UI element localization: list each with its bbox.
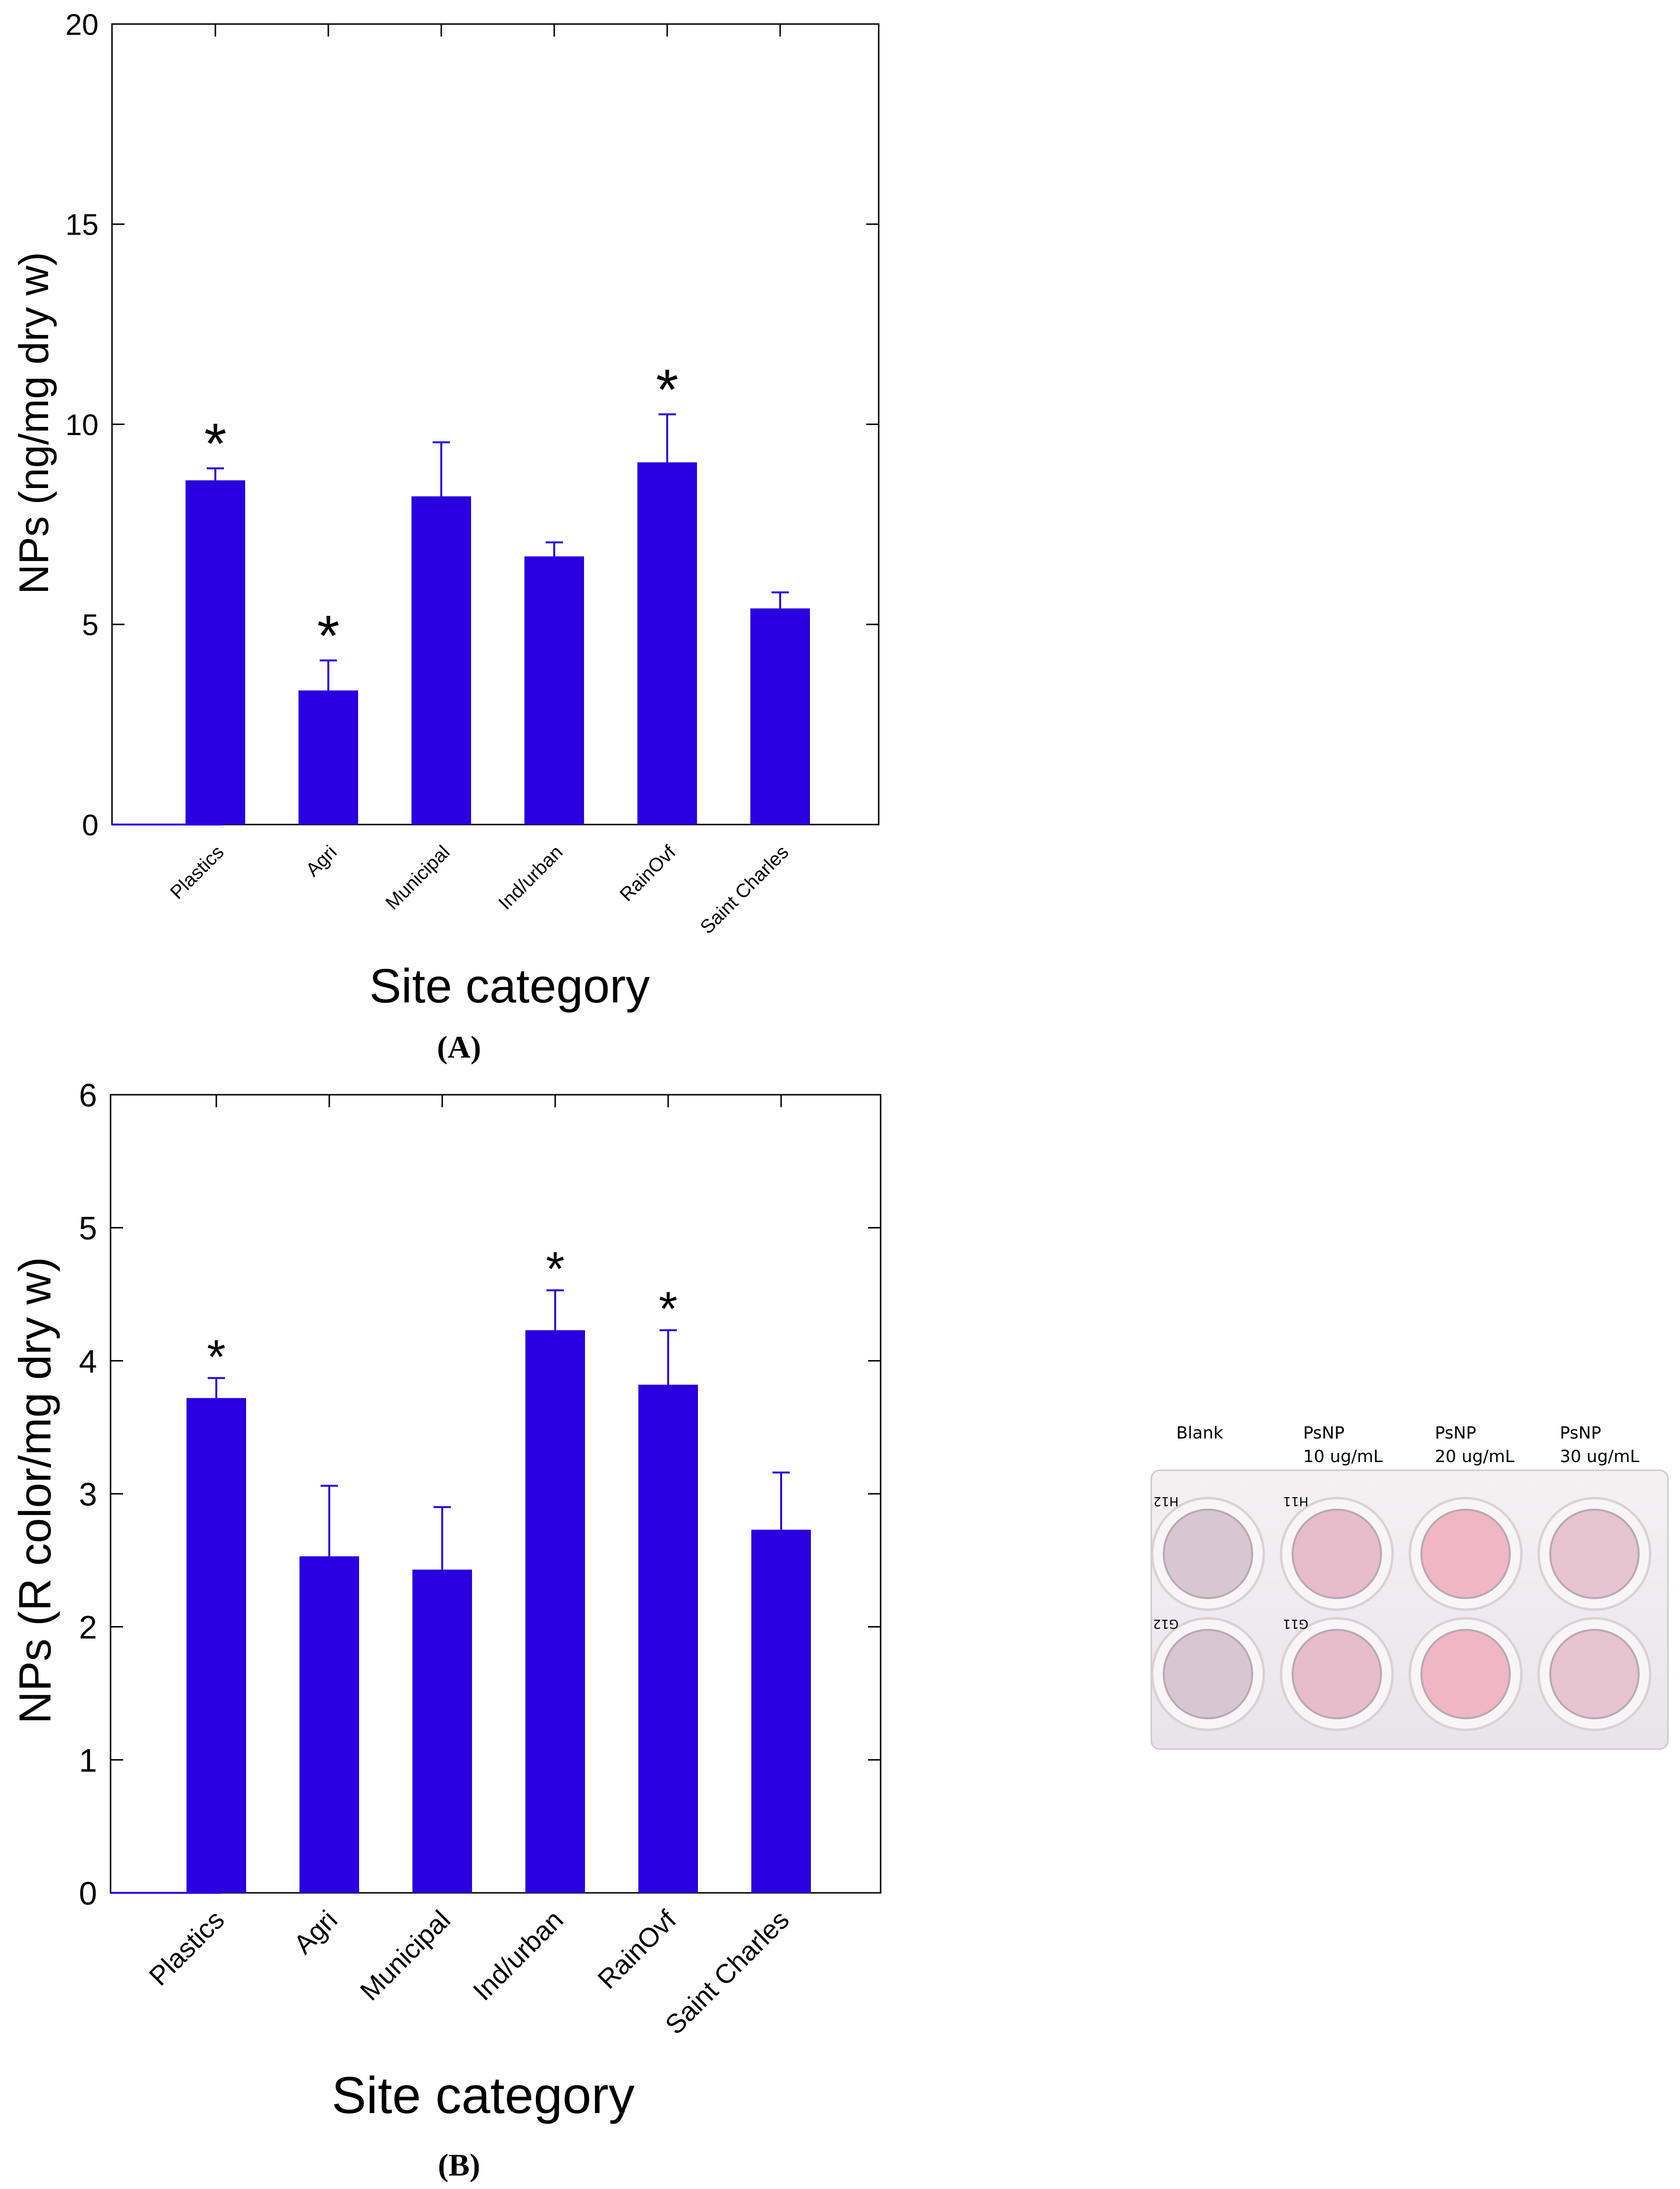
bar-a-3 <box>524 556 584 825</box>
y-tick-label-a-2: 10 <box>65 409 99 442</box>
x-tick-labels-b: Plastics Agri Municipal Ind/urban RainOvfSai… <box>143 1904 795 2040</box>
well-id-h11: H11 <box>1283 1494 1308 1508</box>
significance-marker-b-0: * <box>207 1330 226 1384</box>
well-1-2 <box>1420 1629 1511 1719</box>
y-tick-label-b-5: 5 <box>79 1210 97 1247</box>
bar-b-1 <box>299 1556 359 1893</box>
x-tick-label-a-4: RainOvf <box>616 841 680 906</box>
plate-label-psnp-10: PsNP <box>1303 1424 1344 1443</box>
well-0-3 <box>1549 1509 1640 1599</box>
plate-label-psnp-10-conc: 10 ug/mL <box>1303 1447 1383 1466</box>
significance-marker-a-4: * <box>656 358 679 422</box>
y-tick-label-a-3: 15 <box>65 209 99 242</box>
bar-b-5 <box>751 1529 811 1893</box>
plate-label-psnp-30-conc: 30 ug/mL <box>1560 1447 1640 1466</box>
y-tick-label-b-4: 4 <box>79 1343 97 1380</box>
plate-wells <box>1151 1497 1652 1731</box>
y-tick-label-a-4: 20 <box>65 8 99 41</box>
x-tick-labels-a: Plastics Agri Municipal Ind/urban RainOvf Sai… <box>166 841 793 938</box>
bar-a-1 <box>299 690 358 825</box>
bar-a-5 <box>750 608 810 825</box>
y-tick-label-b-0: 0 <box>79 1875 97 1912</box>
well-1-1 <box>1292 1629 1382 1719</box>
x-tick-label-a-1: Agri <box>302 841 341 880</box>
well-1-0 <box>1163 1629 1253 1719</box>
bar-b-2 <box>412 1569 472 1893</box>
y-axis-a: 0 5 10 15 20 <box>65 8 879 842</box>
x-tick-label-b-2: Municipal <box>354 1904 456 2006</box>
bar-a-4 <box>637 462 697 825</box>
panel-label-b: (B) <box>438 2148 480 2183</box>
y-tick-label-a-0: 0 <box>82 809 99 842</box>
bar-b-3 <box>525 1330 585 1893</box>
x-tick-label-b-0: Plastics <box>143 1904 230 1991</box>
significance-marker-b-4: * <box>659 1282 678 1336</box>
well-id-g12: G12 <box>1153 1616 1179 1631</box>
y-tick-label-b-2: 2 <box>79 1609 97 1646</box>
significance-marker-a-0: * <box>204 412 227 476</box>
y-axis-b: 0 1 2 3 4 5 6 <box>79 1077 881 1912</box>
plate-label-blank: Blank <box>1176 1424 1223 1443</box>
bar-a-2 <box>411 496 471 825</box>
panel-label-a: (A) <box>437 1030 481 1065</box>
bar-a-0 <box>186 480 245 825</box>
plate-label-psnp-20: PsNP <box>1435 1424 1476 1443</box>
well-id-h12: H12 <box>1153 1494 1179 1508</box>
x-tick-label-b-4: RainOvf <box>592 1904 682 1995</box>
x-tick-label-a-5: Saint Charles <box>696 841 793 938</box>
bars-a: * * * <box>186 358 810 825</box>
bar-b-0 <box>187 1398 246 1893</box>
x-tick-label-b-3: Ind/urban <box>467 1904 569 2006</box>
x-axis-label-a: Site category <box>369 959 650 1013</box>
chart-panel-a: 0 5 10 15 20 * * * Plastics Agri Municipal Ind/ur… <box>11 8 880 1065</box>
plate-column-labels: Blank PsNP 10 ug/mL PsNP 20 ug/mL PsNP 3… <box>1176 1424 1640 1466</box>
y-tick-label-a-1: 5 <box>82 609 99 642</box>
plate-label-psnp-20-conc: 20 ug/mL <box>1435 1447 1515 1466</box>
y-tick-label-b-6: 6 <box>79 1077 97 1113</box>
x-tick-label-a-0: Plastics <box>166 841 228 903</box>
plate-label-psnp-30: PsNP <box>1560 1424 1601 1443</box>
bar-b-4 <box>638 1385 698 1893</box>
y-axis-label-a: NPs (ng/mg dry w) <box>11 252 57 594</box>
plate-well-ids: H12 H11 G12 G11 <box>1153 1494 1308 1631</box>
x-tick-label-a-2: Municipal <box>382 841 454 914</box>
significance-marker-b-3: * <box>546 1242 565 1296</box>
well-0-1 <box>1292 1509 1382 1599</box>
y-tick-label-b-3: 3 <box>79 1476 97 1513</box>
x-tick-label-b-1: Agri <box>288 1904 343 1960</box>
chart-panel-b: 0 1 2 3 4 5 6 * * * Plastics Agri Municipal Ind/urb… <box>10 1077 882 2183</box>
well-1-3 <box>1549 1629 1640 1719</box>
well-0-2 <box>1420 1509 1511 1599</box>
y-axis-label-b: NPs (R color/mg dry w) <box>10 1257 60 1724</box>
well-0-0 <box>1163 1509 1253 1599</box>
well-id-g11: G11 <box>1283 1616 1308 1631</box>
bars-b: * * * <box>187 1242 811 1893</box>
x-tick-label-a-3: Ind/urban <box>495 841 567 914</box>
y-tick-label-b-1: 1 <box>79 1742 97 1779</box>
significance-marker-a-1: * <box>317 604 340 668</box>
well-plate-photo: Blank PsNP 10 ug/mL PsNP 20 ug/mL PsNP 3… <box>1150 1424 1669 1750</box>
x-axis-label-b: Site category <box>332 2066 635 2124</box>
